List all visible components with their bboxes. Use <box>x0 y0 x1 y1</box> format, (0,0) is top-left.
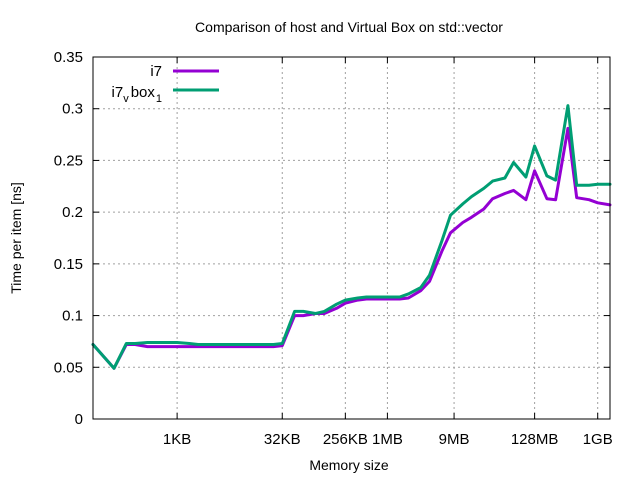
y-tick-label: 0.1 <box>62 308 83 325</box>
plot-frame <box>92 56 611 420</box>
x-tick-label: 256KB <box>323 431 368 448</box>
x-tick-label: 1MB <box>372 431 403 448</box>
series-line-i7 <box>91 126 612 370</box>
y-tick-label: 0.15 <box>54 256 83 273</box>
series-lines <box>91 104 612 370</box>
series-line-i7vbox1 <box>91 104 612 370</box>
x-tick-label: 9MB <box>439 431 470 448</box>
legend-label-i7vbox1: i7v box1 <box>112 84 163 105</box>
x-axis-label: Memory size <box>309 457 389 473</box>
grid-lines <box>93 57 610 419</box>
y-tick-label: 0.25 <box>54 152 83 169</box>
legend-label-part: box <box>131 84 156 101</box>
x-tick-label: 1KB <box>163 431 191 448</box>
y-axis-label: Time per item [ns] <box>8 182 24 294</box>
x-tick-label: 32KB <box>264 431 301 448</box>
chart-title: Comparison of host and Virtual Box on st… <box>195 19 503 35</box>
y-tick-label: 0.3 <box>62 101 83 118</box>
y-axis: 0 0.05 0.1 0.15 0.2 0.25 0.3 0.35 <box>54 49 610 428</box>
y-tick-label: 0 <box>75 411 83 428</box>
legend-label-i7: i7 <box>150 63 162 80</box>
legend: i7 i7v box1 <box>112 63 219 105</box>
legend-label-subscript: 1 <box>156 93 162 105</box>
legend-label-part: i7 <box>112 84 124 101</box>
x-axis: 1KB 32KB 256KB 1MB 9MB 128MB 1GB <box>163 57 613 448</box>
x-tick-label: 128MB <box>511 431 559 448</box>
x-tick-label: 1GB <box>583 431 613 448</box>
y-tick-label: 0.05 <box>54 359 83 376</box>
y-tick-label: 0.35 <box>54 49 83 66</box>
legend-label-subscript: v <box>123 93 129 105</box>
y-tick-label: 0.2 <box>62 204 83 221</box>
